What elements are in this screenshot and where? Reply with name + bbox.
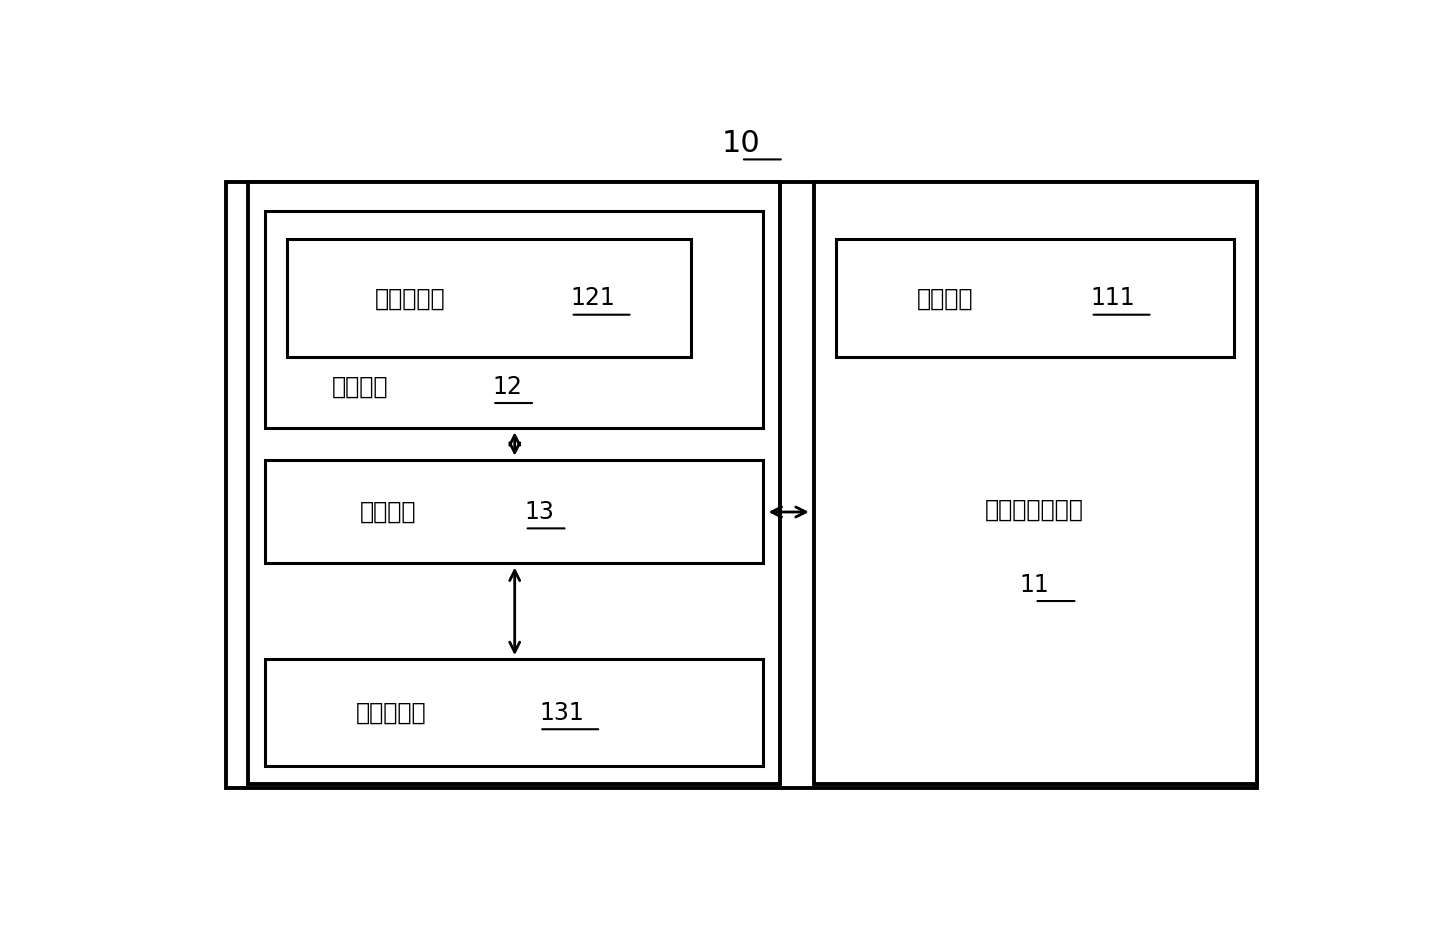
Text: 系统修复码: 系统修复码 <box>375 287 445 310</box>
Text: 13: 13 <box>525 500 555 524</box>
Bar <box>836 240 1235 357</box>
Bar <box>265 660 763 766</box>
Text: 111: 111 <box>1090 287 1135 310</box>
Text: 11: 11 <box>1019 573 1050 597</box>
Bar <box>249 182 781 784</box>
Bar <box>226 182 1257 788</box>
Text: 121: 121 <box>571 287 616 310</box>
Text: 快闪存储器单元: 快闪存储器单元 <box>985 498 1084 522</box>
Text: 控制单元: 控制单元 <box>360 500 416 524</box>
Text: 131: 131 <box>539 701 584 725</box>
Text: 10: 10 <box>722 129 761 157</box>
Bar <box>288 240 691 357</box>
Bar <box>814 182 1257 784</box>
Bar <box>265 460 763 563</box>
Text: 系统内码: 系统内码 <box>917 287 973 310</box>
Text: 12: 12 <box>492 375 522 399</box>
Bar <box>265 211 763 428</box>
Text: 只读存储器: 只读存储器 <box>356 701 427 725</box>
Text: 储存单元: 储存单元 <box>331 375 389 399</box>
